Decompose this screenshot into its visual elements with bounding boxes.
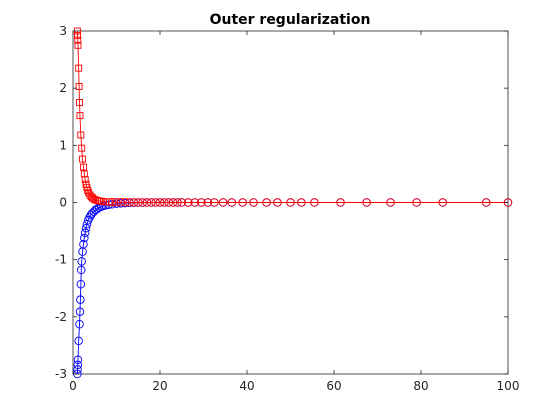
data-point-circle bbox=[386, 198, 395, 207]
ticks-layer: 0 20 40 60 80 100 -3 -2 -1 0 1 2 3 bbox=[55, 24, 519, 393]
x-tick-label: 40 bbox=[239, 379, 254, 393]
data-point-circle bbox=[73, 355, 83, 364]
data-point-circle bbox=[173, 198, 182, 207]
data-point-circle bbox=[73, 365, 82, 374]
x-tick-label: 100 bbox=[497, 379, 520, 393]
data-point-circle bbox=[362, 198, 371, 207]
data-point-circle bbox=[77, 265, 86, 275]
data-point-circle bbox=[412, 198, 421, 207]
data-point-circle bbox=[81, 223, 91, 233]
data-point-circle bbox=[142, 198, 152, 207]
data-point-circle bbox=[116, 198, 126, 207]
data-point-circle bbox=[80, 228, 90, 238]
data-point-square bbox=[81, 176, 89, 184]
x-tick-label: 80 bbox=[413, 379, 428, 393]
data-point-square bbox=[76, 112, 84, 120]
data-point-circle bbox=[168, 198, 178, 207]
y-tick-label: 2 bbox=[59, 81, 67, 95]
data-point-circle bbox=[203, 198, 213, 207]
data-point-circle bbox=[227, 198, 237, 207]
data-point-circle bbox=[125, 198, 134, 207]
data-point-circle bbox=[190, 198, 200, 207]
data-point-circle bbox=[107, 197, 117, 207]
data-point-circle bbox=[75, 320, 84, 329]
data-point-square bbox=[90, 195, 98, 203]
x-tick-label: 20 bbox=[152, 379, 167, 393]
y-tick-label: -1 bbox=[55, 253, 67, 267]
data-point-circle bbox=[273, 198, 282, 207]
data-point-circle bbox=[133, 198, 143, 207]
data-point-square bbox=[74, 36, 82, 44]
data-point-square bbox=[75, 83, 83, 90]
data-point-circle bbox=[76, 295, 85, 304]
series-group bbox=[73, 27, 513, 379]
data-point-circle bbox=[151, 198, 160, 207]
data-point-square bbox=[74, 41, 82, 49]
data-point-circle bbox=[79, 239, 88, 249]
data-point-circle bbox=[238, 198, 247, 207]
data-point-circle bbox=[164, 198, 173, 207]
data-point-circle bbox=[184, 198, 193, 207]
data-point-square bbox=[76, 99, 83, 106]
data-point-circle bbox=[197, 198, 206, 207]
y-tick-label: -3 bbox=[55, 367, 67, 381]
x-tick-label: 60 bbox=[326, 379, 341, 393]
data-point-circle bbox=[77, 257, 86, 266]
data-point-square bbox=[74, 32, 82, 40]
data-point-circle bbox=[160, 198, 169, 207]
data-point-circle bbox=[482, 198, 491, 207]
x-tick-label: 0 bbox=[69, 379, 77, 393]
data-point-square bbox=[75, 64, 83, 72]
data-point-circle bbox=[286, 198, 295, 207]
data-point-circle bbox=[74, 336, 83, 346]
data-point-circle bbox=[75, 307, 85, 316]
y-tick-label: 0 bbox=[59, 196, 67, 210]
data-point-circle bbox=[80, 233, 89, 243]
data-point-circle bbox=[262, 198, 271, 207]
data-point-circle bbox=[129, 198, 139, 207]
data-point-circle bbox=[249, 198, 258, 207]
data-point-circle bbox=[336, 198, 345, 207]
data-point-square bbox=[79, 163, 87, 171]
data-point-circle bbox=[177, 198, 186, 207]
data-point-circle bbox=[155, 198, 165, 207]
data-point-circle bbox=[310, 198, 319, 207]
data-point-circle bbox=[438, 198, 448, 207]
data-point-circle bbox=[210, 198, 219, 207]
data-point-circle bbox=[73, 360, 83, 370]
data-point-square bbox=[77, 131, 85, 139]
data-point-square bbox=[78, 144, 86, 152]
plot-layer bbox=[73, 27, 513, 379]
series-line bbox=[76, 202, 508, 375]
data-point-circle bbox=[218, 198, 228, 207]
data-point-circle bbox=[120, 198, 130, 207]
data-point-circle bbox=[147, 198, 156, 207]
data-point-circle bbox=[112, 197, 121, 207]
data-point-square bbox=[79, 155, 87, 163]
data-point-circle bbox=[297, 198, 306, 207]
data-point-circle bbox=[76, 279, 86, 289]
y-tick-label: 3 bbox=[59, 24, 67, 38]
y-tick-label: -2 bbox=[55, 310, 67, 324]
data-point-square bbox=[84, 187, 92, 194]
y-tick-label: 1 bbox=[59, 138, 67, 152]
data-point-circle bbox=[138, 198, 147, 207]
chart-title: Outer regularization bbox=[210, 12, 371, 28]
